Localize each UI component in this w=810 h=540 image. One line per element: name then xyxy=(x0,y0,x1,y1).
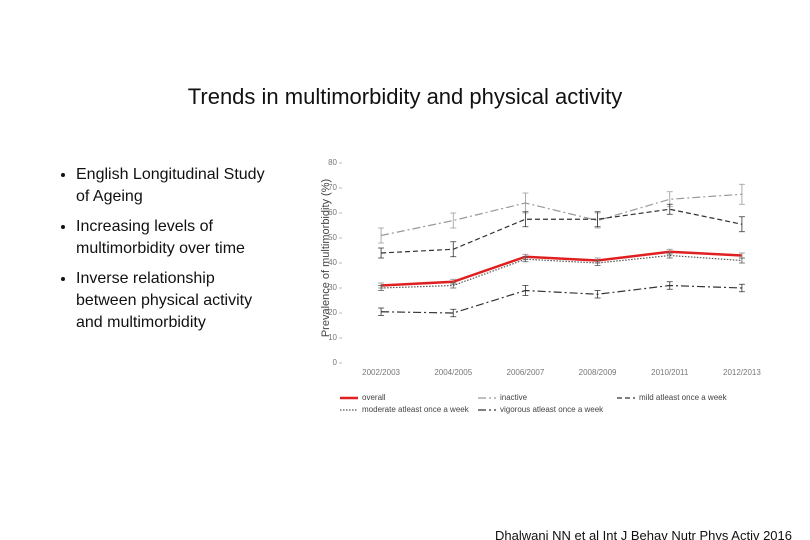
series-line xyxy=(381,254,742,289)
bullet: Increasing levels of multimorbidity over… xyxy=(76,216,276,260)
error-bar xyxy=(666,281,673,290)
y-tick-label: 50 xyxy=(328,233,337,242)
y-tick-label: 80 xyxy=(328,158,337,167)
y-tick-label: 70 xyxy=(328,183,337,192)
error-bar xyxy=(594,211,601,228)
y-tick-label: 0 xyxy=(333,358,338,367)
error-bar xyxy=(594,290,601,299)
y-tick-label: 20 xyxy=(328,308,337,317)
series-line xyxy=(381,284,742,314)
legend-label: vigorous atleast once a week xyxy=(500,405,604,414)
y-tick-label: 10 xyxy=(328,333,337,342)
slide-title: Trends in multimorbidity and physical ac… xyxy=(187,84,623,109)
series-line xyxy=(381,250,742,287)
bullet: English Longitudinal Study of Ageing xyxy=(76,164,276,208)
error-bar xyxy=(522,211,529,228)
error-bar xyxy=(378,247,385,259)
legend-label: overall xyxy=(362,393,386,402)
legend-label: inactive xyxy=(500,393,528,402)
bullet-list: English Longitudinal Study of Ageing Inc… xyxy=(58,164,276,342)
error-bar xyxy=(666,203,673,215)
error-bar xyxy=(450,241,457,258)
error-bar xyxy=(594,260,601,266)
series-line xyxy=(380,193,742,237)
citation: Dhalwani NN et al Int J Behav Nutr Phys … xyxy=(495,528,792,540)
error-bar xyxy=(378,227,385,244)
legend-label: mild atleast once a week xyxy=(639,393,728,402)
error-bar xyxy=(378,307,385,316)
x-tick-label: 2002/2003 xyxy=(362,368,400,377)
bullet: Inverse relationship between physical ac… xyxy=(76,268,276,334)
error-bar xyxy=(522,256,529,263)
error-bar xyxy=(666,252,673,259)
y-tick-label: 40 xyxy=(328,258,337,267)
error-bar xyxy=(378,285,385,291)
chart: Prevalence of multimorbidity (%) 0 10 20 30… xyxy=(320,158,761,414)
error-bar xyxy=(522,285,529,296)
error-bar xyxy=(738,183,745,205)
error-bar xyxy=(450,212,457,229)
x-tick-label: 2012/2013 xyxy=(723,368,761,377)
x-tick-label: 2006/2007 xyxy=(507,368,545,377)
error-bar xyxy=(738,257,745,264)
y-tick-label: 30 xyxy=(328,283,337,292)
x-tick-label: 2008/2009 xyxy=(579,368,617,377)
error-bar xyxy=(450,308,457,318)
x-tick-label: 2004/2005 xyxy=(434,368,472,377)
y-tick-label: 60 xyxy=(328,208,337,217)
error-bar xyxy=(738,283,745,293)
series-line xyxy=(381,208,743,254)
y-axis-label: Prevalence of multimorbidity (%) xyxy=(320,179,332,337)
legend-label: moderate atleast once a week xyxy=(362,405,470,414)
error-bar xyxy=(450,282,457,289)
x-tick-label: 2010/2011 xyxy=(651,368,689,377)
error-bar xyxy=(738,216,745,233)
